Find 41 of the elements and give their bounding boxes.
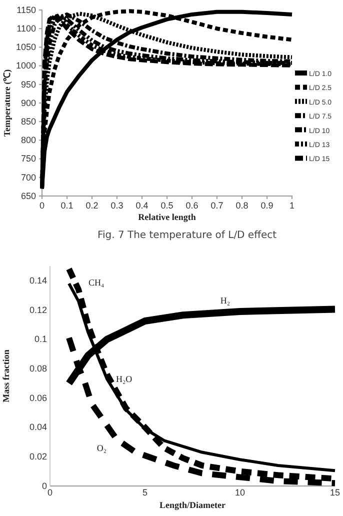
series-label: O₂ <box>96 443 106 454</box>
x-tick-label: 0.9 <box>260 200 274 210</box>
y-tick-label: 0.1 <box>34 334 47 344</box>
y-tick-label: 950 <box>20 79 36 90</box>
y-tick-label: 0 <box>42 480 47 491</box>
text: Fig. 7 The temperature of L/D effect <box>97 230 277 241</box>
y-tick-label: 900 <box>20 98 36 108</box>
x-tick-label: 1 <box>289 200 295 210</box>
series-label: CH₄ <box>88 277 104 288</box>
y-axis-title: Mass fraction <box>1 350 11 402</box>
x-tick-label: 15 <box>330 487 340 498</box>
x-tick-label: 0.1 <box>60 200 74 210</box>
x-tick-label: 0.2 <box>86 200 98 210</box>
y-tick-label: 850 <box>20 116 36 126</box>
x-tick-label: 0.4 <box>136 200 148 210</box>
x-tick-label: 0.5 <box>160 200 174 210</box>
x-axis-title: Length/Diameter <box>160 500 226 510</box>
y-tick-label: 650 <box>20 190 36 201</box>
y-tick-label: 750 <box>20 154 36 164</box>
y-tick-label: 1100 <box>16 23 36 34</box>
x-tick-label: 0.6 <box>186 200 198 210</box>
y-tick-label: 1150 <box>16 4 36 15</box>
y-tick-label: 1050 <box>16 42 36 52</box>
y-axis-title: Temperature (℃) <box>2 69 12 137</box>
series-label: H₂ <box>220 295 230 306</box>
x-tick-label: 0.8 <box>236 200 248 210</box>
y-tick-label: 0.02 <box>29 452 47 462</box>
x-tick-label: 0.7 <box>210 200 224 210</box>
x-tick-label: 5 <box>142 487 148 498</box>
y-tick-label: 0.14 <box>29 276 47 286</box>
x-tick-label: 10 <box>234 487 246 498</box>
x-tick-label: 0.3 <box>110 200 124 210</box>
y-tick-label: 0.08 <box>29 364 47 374</box>
x-axis-title: Relative length <box>138 212 196 222</box>
y-tick-label: 0.06 <box>29 392 47 403</box>
y-tick-label: 1000 <box>16 60 36 71</box>
y-tick-label: 700 <box>20 172 36 182</box>
y-tick-label: 800 <box>20 135 36 146</box>
y-tick-label: 0.12 <box>29 304 47 315</box>
series-label: H₂O <box>116 374 133 384</box>
y-tick-label: 0.04 <box>29 422 47 432</box>
